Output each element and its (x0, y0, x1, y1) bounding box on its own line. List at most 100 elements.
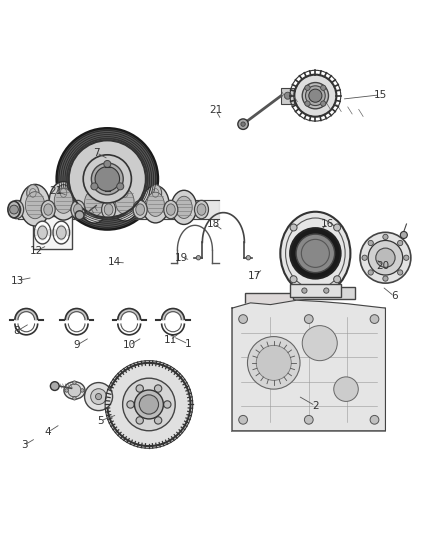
Circle shape (368, 240, 403, 275)
Ellipse shape (10, 200, 24, 219)
Circle shape (304, 314, 313, 324)
Circle shape (123, 378, 175, 431)
Ellipse shape (176, 196, 192, 219)
Circle shape (398, 270, 403, 275)
Circle shape (164, 401, 171, 408)
Ellipse shape (104, 204, 113, 215)
Circle shape (284, 92, 291, 99)
Ellipse shape (142, 185, 169, 223)
Circle shape (290, 276, 297, 282)
Circle shape (91, 389, 106, 405)
Polygon shape (118, 309, 141, 320)
Ellipse shape (53, 221, 70, 244)
Text: 13: 13 (11, 276, 24, 286)
Text: 5: 5 (97, 416, 104, 426)
Circle shape (404, 255, 409, 260)
Circle shape (127, 401, 134, 408)
Circle shape (104, 160, 111, 167)
Circle shape (239, 415, 247, 424)
Circle shape (334, 224, 341, 231)
Circle shape (58, 130, 156, 228)
Circle shape (383, 235, 388, 239)
Ellipse shape (133, 200, 147, 219)
Circle shape (83, 155, 131, 203)
Circle shape (321, 101, 326, 106)
Circle shape (241, 122, 245, 126)
Text: 16: 16 (321, 219, 334, 229)
Ellipse shape (44, 204, 53, 215)
Circle shape (117, 183, 124, 190)
Ellipse shape (20, 184, 50, 226)
Circle shape (256, 345, 291, 381)
Ellipse shape (85, 190, 104, 216)
Circle shape (294, 75, 336, 117)
Text: 1: 1 (185, 339, 192, 349)
Text: 12: 12 (30, 246, 43, 256)
Ellipse shape (280, 212, 350, 295)
Circle shape (360, 232, 411, 283)
Circle shape (304, 415, 313, 424)
Circle shape (155, 417, 162, 424)
Circle shape (95, 393, 102, 400)
Circle shape (196, 255, 201, 260)
Ellipse shape (116, 189, 134, 214)
Circle shape (134, 390, 163, 419)
Circle shape (92, 163, 123, 195)
Circle shape (10, 205, 18, 214)
Circle shape (139, 395, 159, 414)
Bar (281, 88, 294, 103)
Ellipse shape (110, 182, 139, 221)
Ellipse shape (12, 204, 21, 215)
Ellipse shape (166, 204, 175, 215)
Circle shape (91, 183, 98, 190)
Circle shape (302, 83, 328, 109)
Circle shape (321, 85, 326, 91)
Circle shape (309, 89, 322, 102)
Circle shape (334, 377, 358, 401)
Circle shape (85, 383, 113, 410)
Ellipse shape (71, 200, 85, 219)
Circle shape (239, 314, 247, 324)
Text: 14: 14 (108, 257, 121, 267)
Circle shape (136, 417, 143, 424)
Polygon shape (65, 309, 88, 320)
Circle shape (290, 228, 341, 279)
Text: 8: 8 (13, 326, 20, 336)
Ellipse shape (54, 188, 73, 213)
Circle shape (305, 85, 310, 91)
Circle shape (81, 389, 84, 392)
Circle shape (362, 255, 367, 260)
Text: 10: 10 (123, 341, 136, 350)
Circle shape (50, 382, 59, 391)
Text: 17: 17 (248, 271, 261, 281)
Text: 3: 3 (21, 440, 28, 450)
Text: 21: 21 (209, 104, 222, 115)
Ellipse shape (164, 200, 178, 219)
Circle shape (302, 326, 337, 361)
Circle shape (383, 276, 388, 281)
Text: 9: 9 (73, 341, 80, 350)
Circle shape (107, 363, 191, 446)
Ellipse shape (41, 200, 55, 219)
Ellipse shape (57, 226, 66, 239)
Bar (245, 293, 304, 308)
Text: 15: 15 (374, 90, 387, 100)
Text: 21: 21 (49, 186, 63, 196)
Circle shape (305, 101, 310, 106)
Bar (293, 287, 355, 300)
Ellipse shape (149, 184, 162, 201)
Text: 4: 4 (45, 427, 52, 437)
Ellipse shape (147, 192, 164, 216)
Circle shape (305, 86, 325, 106)
Text: 19: 19 (175, 253, 188, 263)
Circle shape (296, 234, 335, 273)
Text: 6: 6 (391, 291, 398, 301)
Ellipse shape (27, 184, 39, 201)
Circle shape (246, 255, 251, 260)
Text: 11: 11 (163, 335, 177, 345)
Circle shape (68, 384, 81, 397)
Ellipse shape (197, 204, 206, 215)
Ellipse shape (88, 184, 100, 201)
Circle shape (290, 224, 297, 231)
Circle shape (155, 385, 162, 392)
